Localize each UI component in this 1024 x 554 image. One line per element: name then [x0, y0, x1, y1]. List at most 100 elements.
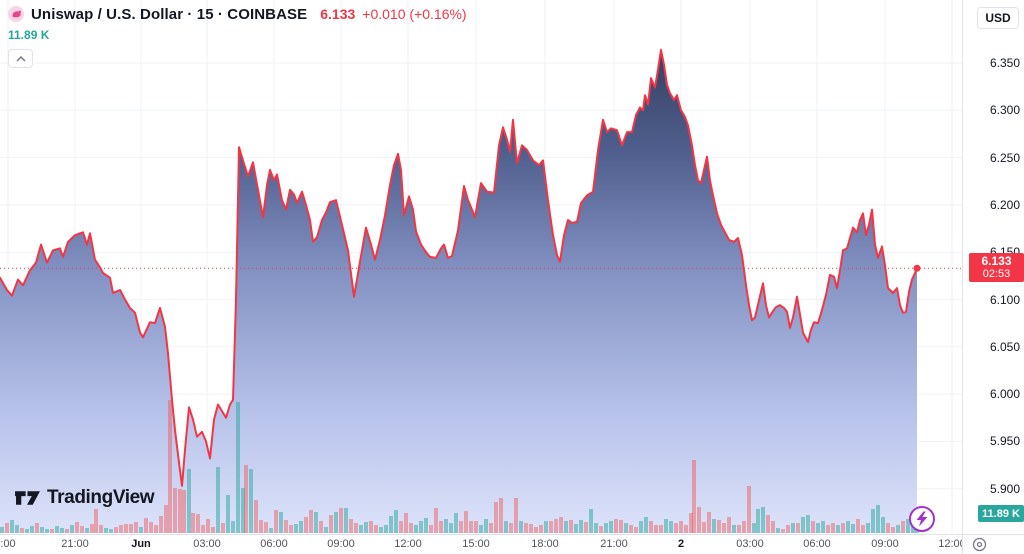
volume-bar	[419, 521, 423, 533]
volume-bar	[244, 465, 248, 533]
volume-bar	[414, 525, 418, 533]
volume-bar	[384, 525, 388, 533]
volume-bar	[85, 528, 89, 533]
volume-bar	[786, 525, 790, 533]
price-tick-label: 6.250	[989, 150, 1020, 165]
volume-bar	[0, 527, 4, 533]
volume-label: 11.89 K	[8, 28, 50, 42]
volume-bar	[309, 510, 313, 533]
volume-bar	[201, 525, 205, 533]
volume-bar	[50, 529, 54, 533]
time-tick-label: Jun	[131, 538, 151, 550]
volume-bar	[761, 507, 765, 533]
volume-bar	[94, 509, 98, 533]
tradingview-logo[interactable]: TradingView	[14, 487, 155, 509]
volume-bar	[639, 521, 643, 533]
time-tick-label: 09:00	[327, 538, 355, 550]
volume-bar	[329, 515, 333, 533]
volume-bar	[264, 522, 268, 533]
volume-bar	[299, 521, 303, 533]
price-tick-label: 6.300	[989, 103, 1020, 118]
price-chart-pane[interactable]	[0, 0, 962, 534]
price-tick-label: 6.200	[989, 197, 1020, 212]
volume-bar	[539, 525, 543, 533]
time-tick-label: 21:00	[600, 538, 628, 550]
volume-bar	[80, 526, 84, 533]
volume-bar	[499, 498, 503, 533]
volume-bar	[226, 495, 230, 533]
volume-bar	[831, 523, 835, 533]
quick-trade-button[interactable]	[908, 505, 936, 533]
volume-bar	[119, 525, 123, 533]
volume-bar	[236, 402, 240, 533]
collapse-legend-button[interactable]	[8, 49, 33, 68]
volume-bar	[509, 523, 513, 533]
volume-bar	[289, 525, 293, 533]
volume-bar	[304, 517, 308, 533]
time-axis[interactable]: :00 21:00 Jun 03:00 06:00 09:00 12:00 15:00 18:0…	[0, 534, 966, 554]
volume-bar	[717, 520, 721, 533]
volume-bar	[284, 520, 288, 533]
volume-bar	[154, 525, 158, 533]
tradingview-logo-icon	[15, 491, 40, 505]
volume-bar	[469, 521, 473, 533]
volume-bar	[359, 525, 363, 533]
time-tick-label: 03:00	[736, 538, 764, 550]
symbol-title[interactable]: Uniswap / U.S. Dollar · 15 · COINBASE	[31, 5, 308, 23]
volume-bar	[369, 521, 373, 533]
time-tick-label: 12:00	[394, 538, 422, 550]
volume-bar	[654, 525, 658, 533]
volume-bar	[449, 523, 453, 533]
volume-bar	[891, 527, 895, 533]
volume-bar	[659, 525, 663, 533]
volume-bar	[424, 518, 428, 533]
volume-bar	[404, 513, 408, 533]
time-tick-label: 21:00	[61, 538, 89, 550]
time-tick-label: 12:00	[938, 538, 966, 550]
bar-countdown: 02:53	[982, 268, 1011, 281]
chart-header: Uniswap / U.S. Dollar · 15 · COINBASE 6.…	[8, 4, 467, 68]
volume-bar	[211, 527, 215, 533]
uniswap-logo-icon	[8, 6, 24, 22]
volume-bar	[379, 527, 383, 533]
timezone-settings-icon[interactable]	[972, 537, 987, 552]
volume-bar	[692, 460, 696, 533]
time-tick-label: 09:00	[871, 538, 899, 550]
volume-bar	[737, 525, 741, 533]
price-tick-label: 5.950	[989, 434, 1020, 449]
volume-bar	[10, 520, 14, 533]
volume-bar	[679, 521, 683, 533]
volume-bar	[559, 517, 563, 533]
volume-bar	[569, 520, 573, 533]
volume-bar	[806, 515, 810, 533]
volume-bar	[861, 525, 865, 533]
volume-bar	[30, 526, 34, 533]
volume-bar	[5, 523, 9, 533]
volume-bar	[216, 467, 220, 533]
price-axis[interactable]: USD 6.133 02:53 11.89 K 6.350 6.300 6.250 6…	[962, 0, 1024, 534]
volume-bar	[589, 509, 593, 533]
volume-bar	[149, 522, 153, 533]
lightning-icon	[909, 506, 935, 532]
volume-bar	[314, 512, 318, 533]
volume-bar	[707, 512, 711, 533]
price-line	[0, 48, 918, 487]
volume-bar	[20, 528, 24, 533]
volume-bar	[109, 529, 113, 533]
volume-bar	[534, 527, 538, 533]
volume-bar	[45, 529, 49, 533]
volume-bar	[55, 526, 59, 533]
volume-bar	[524, 523, 528, 533]
volume-bar	[712, 519, 716, 533]
volume-bar	[191, 513, 195, 533]
volume-bar	[742, 521, 746, 533]
volume-bar	[459, 521, 463, 533]
volume-bar	[594, 523, 598, 533]
volume-bar	[756, 509, 760, 533]
volume-bar	[90, 524, 94, 533]
volume-bar	[684, 525, 688, 533]
volume-bar	[674, 523, 678, 533]
currency-toggle-button[interactable]: USD	[977, 7, 1019, 29]
volume-bar	[776, 528, 780, 533]
volume-bar	[579, 520, 583, 533]
